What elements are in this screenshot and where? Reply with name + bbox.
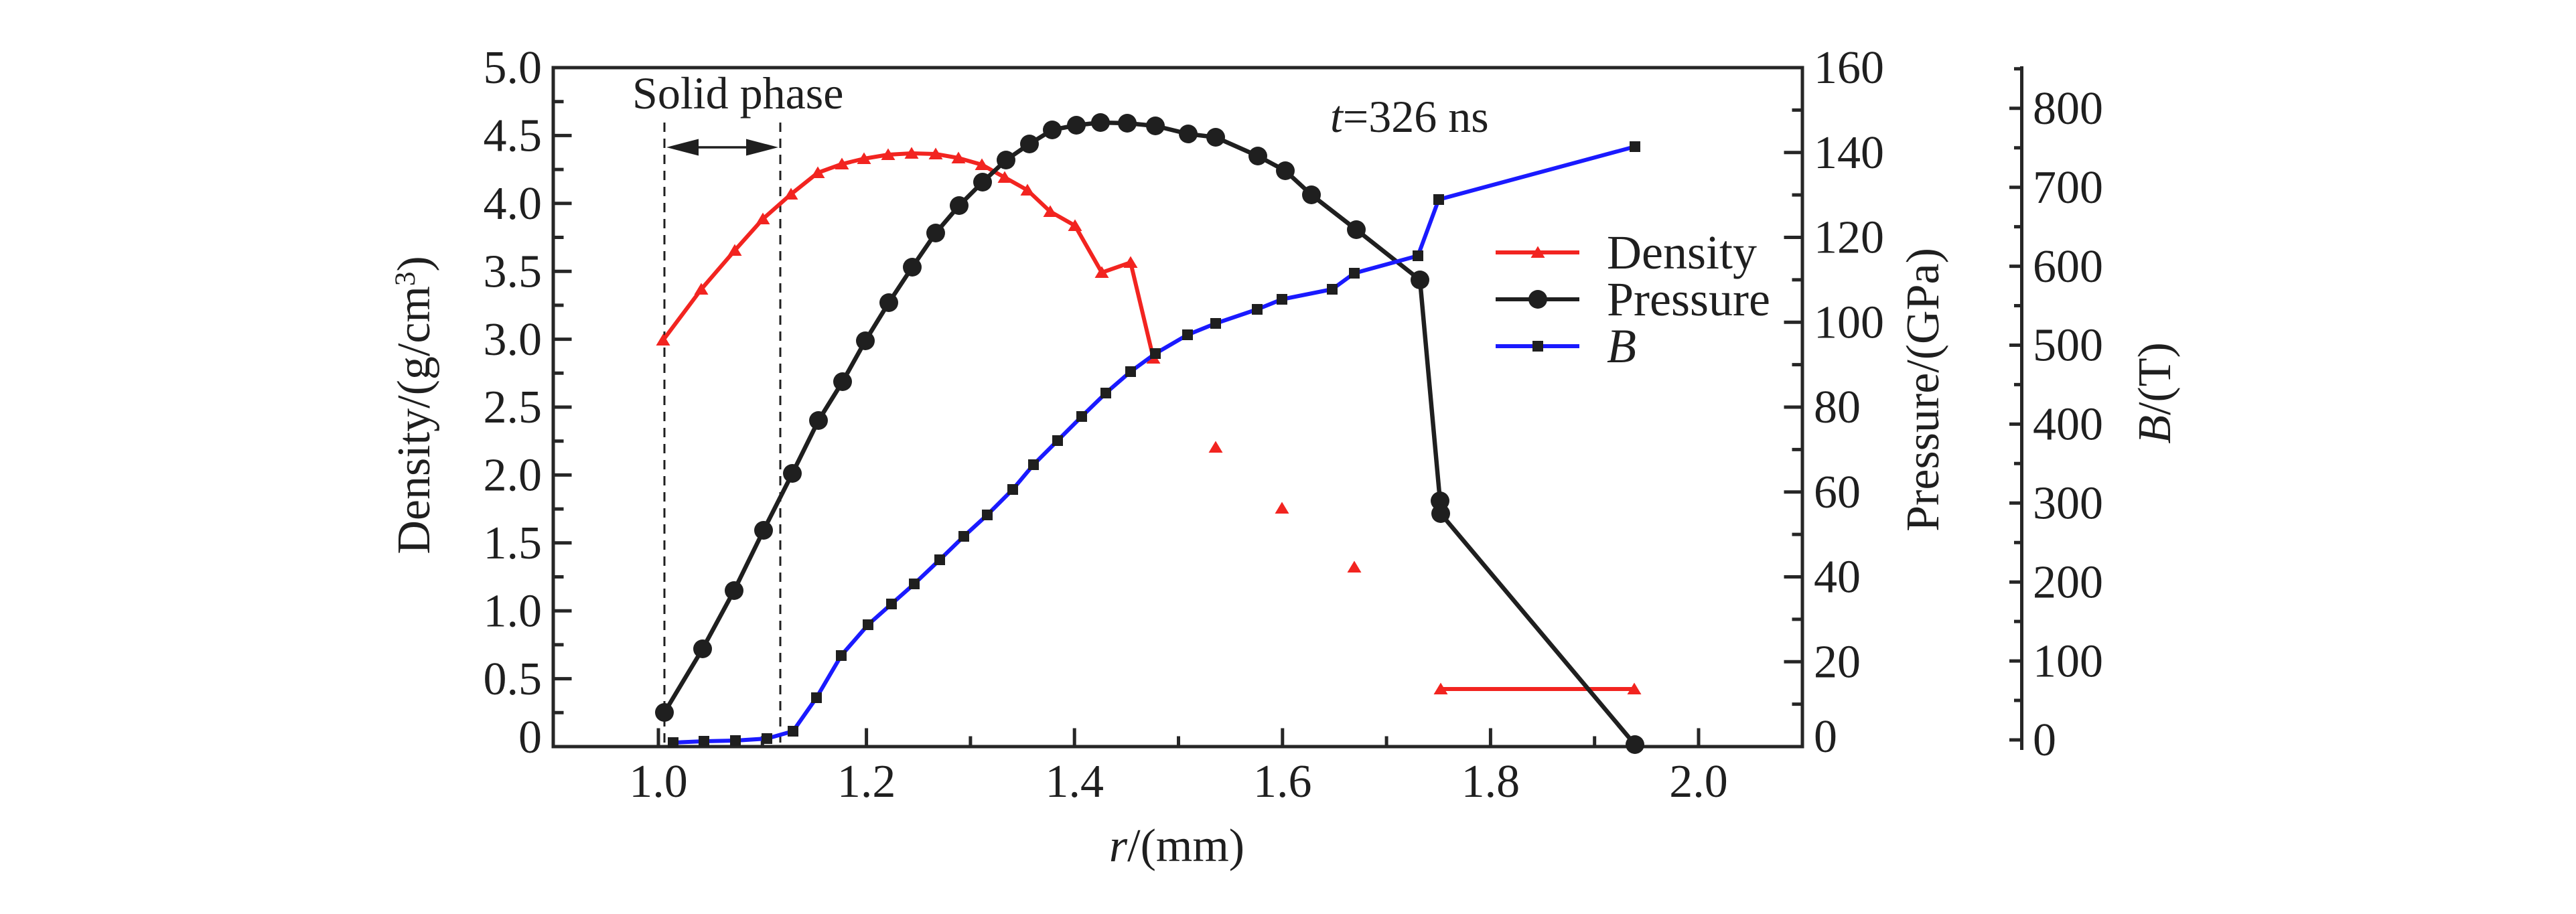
svg-text:1.5: 1.5 bbox=[484, 518, 543, 569]
svg-text:0: 0 bbox=[518, 712, 542, 763]
svg-text:Pressure/(GPa): Pressure/(GPa) bbox=[1898, 248, 1949, 532]
svg-text:2.0: 2.0 bbox=[484, 450, 543, 502]
svg-text:0: 0 bbox=[1814, 711, 1837, 763]
svg-text:3.5: 3.5 bbox=[484, 246, 543, 297]
svg-text:t=326 ns: t=326 ns bbox=[1330, 91, 1489, 142]
svg-text:400: 400 bbox=[2033, 399, 2103, 451]
svg-text:100: 100 bbox=[1814, 297, 1884, 348]
svg-text:4.5: 4.5 bbox=[484, 110, 543, 162]
svg-text:300: 300 bbox=[2033, 477, 2103, 529]
svg-text:Solid phase: Solid phase bbox=[632, 68, 843, 119]
svg-text:600: 600 bbox=[2033, 241, 2103, 293]
svg-text:1.0: 1.0 bbox=[629, 756, 688, 808]
svg-text:2.5: 2.5 bbox=[484, 382, 543, 433]
svg-text:200: 200 bbox=[2033, 556, 2103, 608]
svg-text:500: 500 bbox=[2033, 320, 2103, 372]
svg-text:5.0: 5.0 bbox=[484, 42, 543, 94]
svg-text:Density/(g/cm3): Density/(g/cm3) bbox=[388, 256, 440, 554]
svg-text:4.0: 4.0 bbox=[484, 178, 543, 230]
svg-text:800: 800 bbox=[2033, 83, 2103, 135]
svg-text:0: 0 bbox=[2033, 714, 2056, 766]
svg-text:120: 120 bbox=[1814, 212, 1884, 264]
svg-text:3.0: 3.0 bbox=[484, 314, 543, 366]
svg-text:40: 40 bbox=[1814, 552, 1861, 603]
svg-text:1.2: 1.2 bbox=[837, 756, 896, 808]
svg-text:Density: Density bbox=[1607, 226, 1757, 279]
svg-text:80: 80 bbox=[1814, 382, 1861, 433]
svg-text:0.5: 0.5 bbox=[484, 654, 543, 705]
svg-text:160: 160 bbox=[1814, 42, 1884, 94]
svg-text:B/(T): B/(T) bbox=[2129, 342, 2181, 444]
svg-text:1.8: 1.8 bbox=[1461, 756, 1520, 808]
svg-text:140: 140 bbox=[1814, 127, 1884, 179]
svg-text:r/(mm): r/(mm) bbox=[1109, 820, 1244, 872]
svg-text:100: 100 bbox=[2033, 635, 2103, 687]
svg-text:1.0: 1.0 bbox=[484, 585, 543, 637]
svg-text:2.0: 2.0 bbox=[1669, 756, 1728, 808]
svg-text:1.6: 1.6 bbox=[1253, 756, 1312, 808]
svg-text:Pressure: Pressure bbox=[1607, 273, 1770, 326]
svg-text:60: 60 bbox=[1814, 467, 1861, 518]
svg-text:1.4: 1.4 bbox=[1045, 756, 1104, 808]
svg-text:B: B bbox=[1607, 319, 1636, 373]
svg-text:20: 20 bbox=[1814, 636, 1861, 688]
svg-text:700: 700 bbox=[2033, 162, 2103, 214]
